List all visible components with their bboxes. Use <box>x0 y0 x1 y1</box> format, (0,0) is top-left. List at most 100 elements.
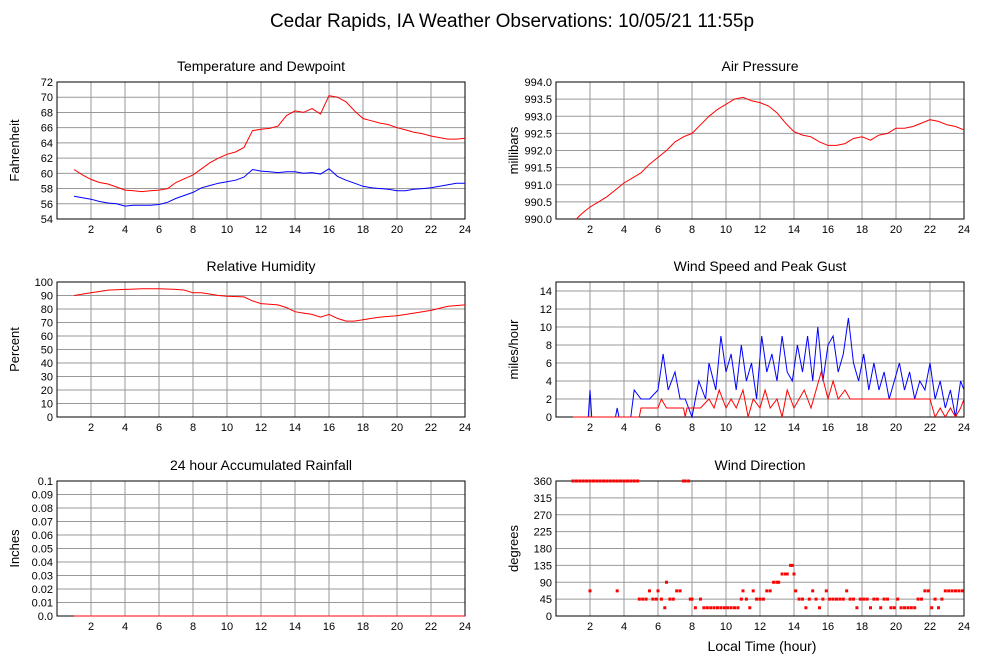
data-point <box>768 589 772 593</box>
x-tick-label: 12 <box>255 224 267 236</box>
y-tick-label: 90 <box>41 291 53 303</box>
y-tick-label: 0.04 <box>32 557 53 569</box>
x-tick-label: 16 <box>822 621 834 633</box>
x-tick-label: 2 <box>88 422 94 434</box>
data-point <box>690 597 694 601</box>
y-tick-label: 0.05 <box>32 544 53 556</box>
data-point <box>789 563 793 567</box>
x-tick-label: 22 <box>425 621 437 633</box>
x-tick-label: 10 <box>720 621 732 633</box>
data-point <box>794 589 798 593</box>
data-point <box>772 580 776 584</box>
data-point <box>831 597 835 601</box>
x-tick-label: 2 <box>587 621 593 633</box>
data-point <box>654 597 658 601</box>
y-tick-label: 56 <box>41 199 53 211</box>
x-tick-label: 8 <box>190 621 196 633</box>
series-line-0 <box>73 288 465 322</box>
data-point <box>862 597 866 601</box>
data-point <box>702 606 706 610</box>
data-point <box>741 589 745 593</box>
x-tick-label: 18 <box>357 224 369 236</box>
y-tick-label: 993.5 <box>524 94 552 106</box>
chart-title-humidity: Relative Humidity <box>207 258 316 274</box>
y-tick-label: 90 <box>540 577 552 589</box>
plot-frame <box>555 81 965 220</box>
x-tick-label: 18 <box>856 422 868 434</box>
data-point <box>933 597 937 601</box>
y-tick-label: 70 <box>41 318 53 330</box>
data-point <box>651 597 655 601</box>
y-tick-label: 80 <box>41 304 53 316</box>
data-point <box>637 597 641 601</box>
y-tick-label: 0.1 <box>38 476 53 488</box>
y-tick-label: 72 <box>41 77 53 89</box>
data-point <box>889 606 893 610</box>
x-tick-label: 4 <box>621 621 627 633</box>
x-tick-label: 2 <box>587 422 593 434</box>
chart-title-temp: Temperature and Dewpoint <box>177 58 345 74</box>
data-point <box>665 580 668 584</box>
data-point <box>923 589 927 593</box>
x-tick-label: 4 <box>122 224 128 236</box>
data-point <box>855 606 859 610</box>
data-point <box>571 479 575 483</box>
series-line-1 <box>573 370 964 419</box>
data-point <box>687 479 691 483</box>
data-point <box>615 589 619 593</box>
data-point <box>748 606 752 610</box>
data-point <box>693 606 697 610</box>
y-tick-label: 0 <box>546 412 552 424</box>
data-point <box>588 589 592 593</box>
data-point <box>875 597 879 601</box>
x-tick-label: 24 <box>459 422 471 434</box>
data-point <box>712 606 716 610</box>
x-tick-label: 22 <box>425 224 437 236</box>
data-point <box>869 606 872 610</box>
data-point <box>612 479 616 483</box>
data-point <box>865 597 869 601</box>
data-point <box>777 580 781 584</box>
x-tick-label: 14 <box>788 621 800 633</box>
x-tick-label: 2 <box>88 224 94 236</box>
y-tick-label: 0.06 <box>32 530 53 542</box>
y-tick-label: 4 <box>546 376 552 388</box>
data-point <box>765 589 769 593</box>
data-point <box>821 597 825 601</box>
y-tick-label: 66 <box>41 123 53 135</box>
y-tick-label: 315 <box>534 493 552 505</box>
data-point <box>615 479 619 483</box>
data-point <box>892 606 896 610</box>
data-point <box>845 589 849 593</box>
data-point <box>659 597 663 601</box>
y-tick-label: 45 <box>540 594 552 606</box>
x-tick-label: 4 <box>122 621 128 633</box>
x-tick-label: 24 <box>958 621 970 633</box>
data-point <box>947 589 951 593</box>
data-point <box>629 479 633 483</box>
data-point <box>605 479 609 483</box>
y-tick-label: 360 <box>534 476 552 488</box>
y-axis-label-wind: miles/hour <box>506 319 521 380</box>
data-point <box>675 589 679 593</box>
y-tick-label: 135 <box>534 560 552 572</box>
page-title: Cedar Rapids, IA Weather Observations: 1… <box>270 11 754 32</box>
data-point <box>872 597 876 601</box>
plot-frame <box>555 281 965 418</box>
x-tick-label: 4 <box>621 422 627 434</box>
data-point <box>896 597 900 601</box>
x-tick-label: 10 <box>221 621 233 633</box>
x-tick-label: 6 <box>655 224 661 236</box>
data-point <box>699 597 702 601</box>
data-point <box>835 597 838 601</box>
data-point <box>858 597 862 601</box>
data-point <box>957 589 961 593</box>
data-point <box>598 479 602 483</box>
data-point <box>733 606 736 610</box>
y-tick-label: 100 <box>35 277 53 289</box>
y-axis-label-rain: Inches <box>7 529 22 568</box>
x-tick-label: 12 <box>754 422 766 434</box>
y-tick-label: 64 <box>41 138 53 150</box>
